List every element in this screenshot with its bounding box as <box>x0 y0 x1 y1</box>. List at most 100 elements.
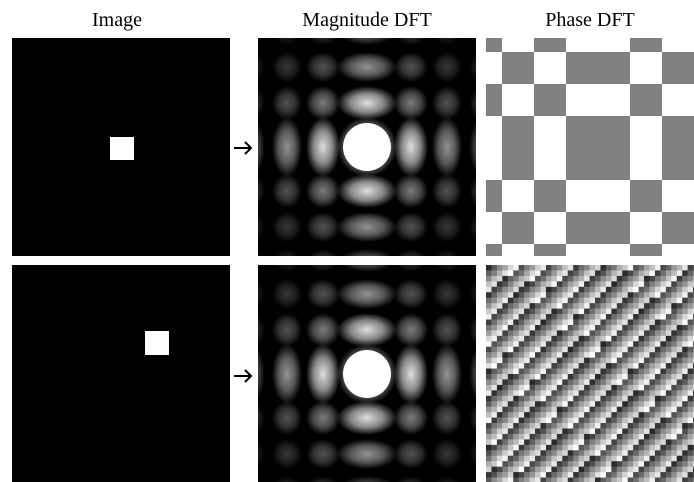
phase-cell <box>611 303 617 309</box>
lobe <box>272 52 302 82</box>
phase-cell <box>508 423 514 429</box>
phase-cell <box>486 423 492 429</box>
phase-cell <box>584 445 590 451</box>
phase-cell <box>660 314 666 320</box>
phase-cell <box>508 429 514 435</box>
phase-cell <box>650 434 656 440</box>
phase-cell <box>666 472 672 478</box>
phase-cell <box>600 320 606 326</box>
phase-cell <box>519 265 525 271</box>
phase-cell <box>513 369 519 375</box>
phase-cell <box>508 336 514 342</box>
lobe <box>306 174 340 208</box>
phase-cell <box>666 281 672 287</box>
phase-cell <box>541 314 547 320</box>
phase-cell <box>644 281 650 287</box>
phase-cell <box>584 309 590 315</box>
phase-cell <box>606 352 612 358</box>
phase-cell <box>508 379 514 385</box>
phase-cell <box>551 309 557 315</box>
phase-cell <box>682 423 688 429</box>
phase-cell <box>650 320 656 326</box>
phase-cell <box>600 352 606 358</box>
phase-cell <box>557 309 563 315</box>
phase-cell <box>535 385 541 391</box>
phase-cell <box>557 341 563 347</box>
phase-cell <box>600 292 606 298</box>
phase-cell <box>486 450 492 456</box>
phase-cell <box>595 336 601 342</box>
phase-cell <box>535 450 541 456</box>
phase-cell <box>606 456 612 462</box>
phase-cell <box>590 281 596 287</box>
phase-cell <box>502 369 508 375</box>
phase-cell <box>530 445 536 451</box>
phase-cell <box>573 314 579 320</box>
phase-cell <box>557 429 563 435</box>
phase-cell <box>568 396 574 402</box>
phase-cell <box>557 407 563 413</box>
phase-cell <box>595 325 601 331</box>
phase-cell <box>666 309 672 315</box>
phase-cell <box>551 330 557 336</box>
phase-cell <box>524 303 530 309</box>
phase-cell <box>519 363 525 369</box>
phase-cell <box>524 467 530 473</box>
lobe <box>237 17 265 45</box>
phase-cell <box>633 401 639 407</box>
phase-cell <box>530 369 536 375</box>
phase-cell <box>491 396 497 402</box>
phase-cell <box>486 309 492 315</box>
phase-cell <box>628 434 634 440</box>
phase-cell <box>491 314 497 320</box>
phase-cell <box>682 461 688 467</box>
phase-cell <box>546 396 552 402</box>
phase-cell <box>682 390 688 396</box>
phase-cell <box>584 407 590 413</box>
phase-cell <box>557 450 563 456</box>
phase-cell <box>530 412 536 418</box>
phase-cell <box>671 412 677 418</box>
phase-cell <box>508 320 514 326</box>
phase-cell <box>628 423 634 429</box>
phase-cell <box>639 385 645 391</box>
phase-cell <box>590 287 596 293</box>
phase-cell <box>677 478 683 482</box>
phase-cell <box>600 467 606 473</box>
phase-cell <box>606 450 612 456</box>
phase-cell <box>562 423 568 429</box>
phase-cell <box>671 265 677 271</box>
lobe <box>272 17 302 45</box>
phase-cell <box>595 276 601 282</box>
phase-cell <box>562 270 568 276</box>
phase-cell <box>611 390 617 396</box>
phase-cell <box>497 347 503 353</box>
phase-cell <box>557 467 563 473</box>
phase-cell <box>491 270 497 276</box>
phase-cell <box>579 292 585 298</box>
phase-cell <box>562 336 568 342</box>
phase-cell <box>519 374 525 380</box>
lobe <box>272 117 302 177</box>
phase-cell <box>557 445 563 451</box>
lobe <box>432 174 462 208</box>
phase-cell <box>628 298 634 304</box>
phase-cell <box>491 298 497 304</box>
lobe <box>306 279 340 309</box>
phase-cell <box>508 401 514 407</box>
phase-cell <box>682 412 688 418</box>
phase-cell <box>519 456 525 462</box>
lobe <box>337 279 397 309</box>
phase-cell <box>497 407 503 413</box>
phase-cell <box>650 270 656 276</box>
phase-cell <box>497 374 503 380</box>
phase-cell <box>650 423 656 429</box>
phase-cell <box>677 314 683 320</box>
phase-cell <box>600 450 606 456</box>
phase-cell <box>530 270 536 276</box>
phase-cell <box>486 336 492 342</box>
lobe <box>432 439 462 469</box>
phase-cell <box>557 390 563 396</box>
phase-cell <box>666 439 672 445</box>
phase-cell <box>655 270 661 276</box>
